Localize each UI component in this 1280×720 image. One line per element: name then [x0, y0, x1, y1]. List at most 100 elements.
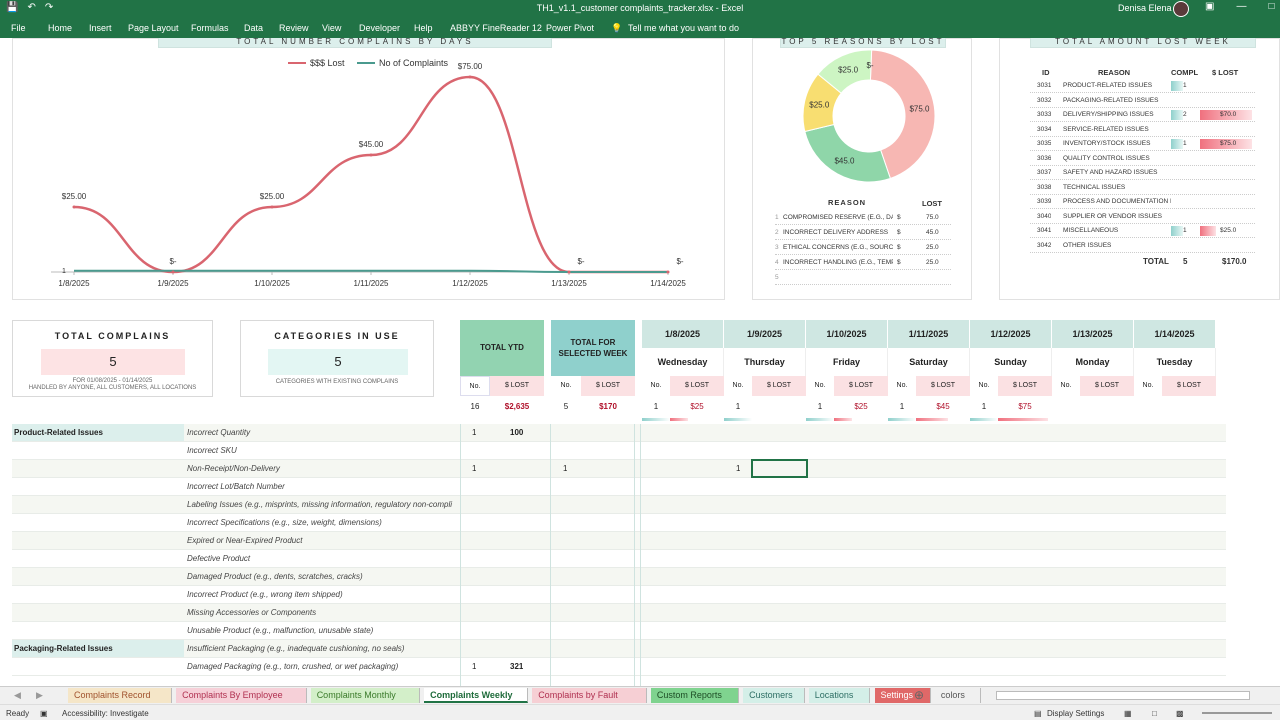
day-no-label: No.	[1134, 376, 1162, 396]
day-lost-label: $ LOST	[1080, 376, 1134, 396]
day-lost-value: $25	[690, 402, 704, 411]
display-settings-icon[interactable]: ▤	[1034, 709, 1042, 718]
add-sheet-icon[interactable]: ⊕	[914, 688, 925, 702]
day-lost-bar	[670, 418, 688, 421]
user-name[interactable]: Denisa Elena	[1118, 3, 1172, 13]
sheet-tab[interactable]: Settings	[874, 688, 931, 703]
save-icon[interactable]: 💾	[6, 2, 19, 13]
subcategory-name: Incorrect Lot/Batch Number	[187, 482, 285, 491]
sheet-tab[interactable]: Customers	[743, 688, 805, 703]
avatar[interactable]	[1173, 1, 1189, 17]
table-row[interactable]: Damaged Product (e.g., dents, scratches,…	[12, 568, 1226, 586]
menu-insert[interactable]: Insert	[89, 23, 112, 33]
table-row[interactable]: Unusable Product (e.g., malfunction, unu…	[12, 622, 1226, 640]
lw-compl: 2	[1183, 111, 1187, 118]
selected-cell[interactable]	[751, 459, 808, 478]
menu-home[interactable]: Home	[48, 23, 73, 33]
table-row[interactable]: Labeling Issues (e.g., misprints, missin…	[12, 496, 1226, 514]
category-bg	[12, 424, 184, 441]
row-ytd-lost: 100	[510, 428, 524, 437]
title-bar: 💾 ↶ ↷ TH1_v1.1_customer complaints_track…	[0, 0, 1280, 18]
day-no-label: No.	[1052, 376, 1080, 396]
sheet-tab[interactable]: Complaints Weekly	[424, 688, 529, 703]
menu-file[interactable]: File	[11, 23, 26, 33]
sheet-tab[interactable]: colors	[934, 688, 981, 703]
table-row[interactable]: Incorrect SKU	[12, 442, 1226, 460]
lost-data-label: $25.00	[62, 192, 87, 201]
sheet-tab[interactable]: Complaints By Employee	[176, 688, 307, 703]
table-row[interactable]: Incorrect Specifications (e.g., size, we…	[12, 514, 1226, 532]
lw-reason: SAFETY AND HAZARD ISSUES	[1063, 169, 1158, 176]
table-row[interactable]: Incorrect Lot/Batch Number	[12, 478, 1226, 496]
menu-abbyy[interactable]: ABBYY FineReader 12	[450, 23, 542, 33]
subcategory-name: Missing Accessories or Components	[187, 608, 317, 617]
subcategory-name: Labeling Issues (e.g., misprints, missin…	[187, 500, 453, 509]
subcategory-name: Unusable Product (e.g., malfunction, unu…	[187, 626, 374, 635]
table-row[interactable]: Product-Related Issues Incorrect Quantity…	[12, 424, 1226, 442]
table-row[interactable]: Packaging-Related Issues Insufficient Pac…	[12, 640, 1226, 658]
table-row[interactable]: Expired or Near-Expired Product	[12, 532, 1226, 550]
kpi-total-complains: TOTAL COMPLAINS 5 FOR 01/08/2025 - 01/14…	[12, 320, 213, 397]
lost-week-row: 3034 SERVICE-RELATED ISSUES	[1030, 123, 1255, 137]
sheet-tab[interactable]: Locations	[808, 688, 871, 703]
ytd-lost-value: $2,635	[504, 402, 530, 411]
restore-icon[interactable]: □	[1268, 1, 1275, 12]
reason-row: 2 INCORRECT DELIVERY ADDRESS $45.0	[775, 226, 951, 240]
table-row[interactable]: Non-Receipt/Non-Delivery 1 1 1	[12, 460, 1226, 478]
legend-complaints: No of Complaints	[357, 58, 448, 68]
lw-header-id: ID	[1042, 68, 1050, 77]
menu-view[interactable]: View	[322, 23, 342, 33]
normal-view-icon[interactable]: ▦	[1124, 709, 1132, 718]
macro-record-icon[interactable]: ▣	[40, 709, 48, 718]
sheet-tab[interactable]: Complaints by Fault	[532, 688, 647, 703]
sheet-tab[interactable]: Complaints Record	[68, 688, 173, 703]
day-lost-value: $75	[1018, 402, 1032, 411]
sheet-tab[interactable]: Custom Reports	[650, 688, 740, 703]
day-lost-label: $ LOST	[834, 376, 888, 396]
display-settings[interactable]: Display Settings	[1047, 709, 1105, 718]
reason-currency: $	[897, 229, 901, 236]
lost-data-label: $25.00	[260, 192, 285, 201]
complaints-grid[interactable]: Product-Related Issues Incorrect Quantity…	[12, 424, 1226, 686]
menu-page-layout[interactable]: Page Layout	[128, 23, 179, 33]
lw-compl-bar	[1171, 110, 1183, 120]
menu-review[interactable]: Review	[279, 23, 309, 33]
menu-power-pivot[interactable]: Power Pivot	[546, 23, 595, 33]
menu-formulas[interactable]: Formulas	[191, 23, 229, 33]
table-row[interactable]: Damaged Packaging (e.g., torn, crushed, …	[12, 658, 1226, 676]
series-lost-line	[73, 75, 668, 274]
accessibility-status[interactable]: Accessibility: Investigate	[62, 709, 149, 718]
reason-currency: $	[897, 244, 901, 251]
lw-compl: 1	[1183, 82, 1187, 89]
row-ytd-lost: 321	[510, 662, 524, 671]
reasons-header-reason: REASON	[828, 198, 867, 207]
day-lost-bar	[998, 418, 1048, 421]
table-row[interactable]: Defective Product	[12, 550, 1226, 568]
status-ready: Ready	[6, 709, 30, 718]
redo-icon[interactable]: ↷	[44, 2, 54, 13]
subcategory-name: Expired or Near-Expired Product	[187, 536, 303, 545]
ribbon-display-icon[interactable]: ▣	[1205, 1, 1215, 12]
table-row[interactable]: Incorrect Product (e.g., wrong item ship…	[12, 586, 1226, 604]
zoom-slider[interactable]	[1202, 712, 1272, 714]
reason-name: COMPROMISED RESERVE (E.G., DAM	[783, 214, 893, 221]
lw-id: 3034	[1037, 125, 1052, 133]
tab-scroll-right-icon[interactable]: ▶	[36, 690, 43, 700]
menu-data[interactable]: Data	[244, 23, 264, 33]
page-layout-view-icon[interactable]: □	[1152, 709, 1157, 718]
undo-icon[interactable]: ↶	[27, 2, 36, 13]
lw-header-compl: COMPL	[1171, 68, 1199, 77]
lw-compl-bar	[1171, 81, 1183, 91]
menu-developer[interactable]: Developer	[359, 23, 401, 33]
tell-me-search[interactable]: Tell me what you want to do	[628, 23, 740, 33]
sheet-tab[interactable]: Complaints Monthly	[310, 688, 421, 703]
tab-scroll-left-icon[interactable]: ◀	[14, 690, 21, 700]
page-break-view-icon[interactable]: ▩	[1176, 709, 1184, 718]
day-date: 1/11/2025	[888, 320, 970, 348]
lw-reason: QUALITY CONTROL ISSUES	[1063, 154, 1150, 162]
horizontal-scrollbar[interactable]	[996, 691, 1250, 700]
worksheet[interactable]: TOTAL NUMBER COMPLAINS BY DAYS $$$ Lost …	[0, 38, 1280, 686]
menu-help[interactable]: Help	[414, 23, 433, 33]
minimize-icon[interactable]: —	[1236, 1, 1247, 12]
table-row[interactable]: Missing Accessories or Components	[12, 604, 1226, 622]
